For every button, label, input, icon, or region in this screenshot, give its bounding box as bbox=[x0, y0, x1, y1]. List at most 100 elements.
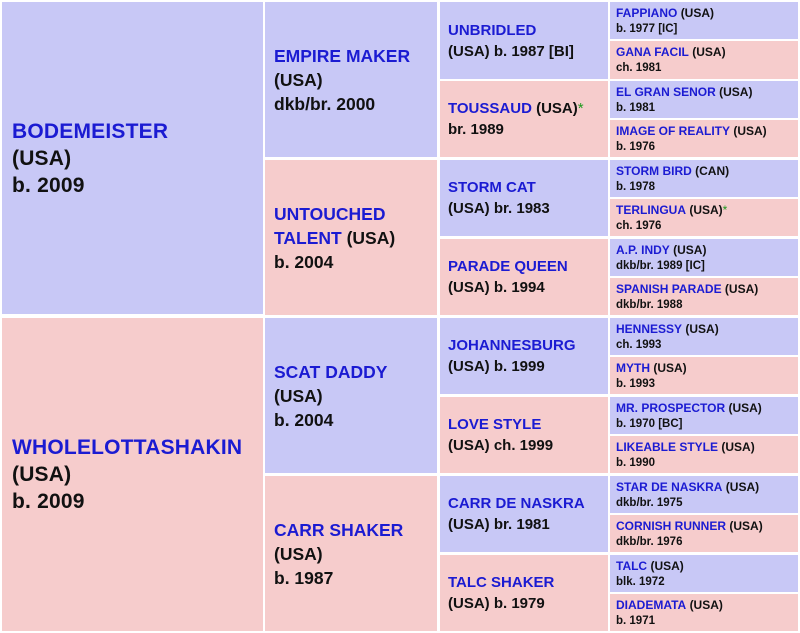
pedigree-horse-gen4[interactable]: STORM BIRD (CAN) b. 1978 bbox=[610, 160, 798, 197]
pedigree-horse-gen4[interactable]: EL GRAN SENOR (USA) b. 1981 bbox=[610, 81, 798, 118]
horse-name: TALC bbox=[616, 558, 648, 573]
horse-country: (USA) bbox=[448, 200, 490, 217]
horse-detail: b. 1987 bbox=[274, 567, 334, 588]
pedigree-horse-gen3[interactable]: STORM CAT (USA) br. 1983 bbox=[440, 160, 608, 236]
horse-name: PARADE QUEEN bbox=[448, 258, 568, 275]
horse-detail: b. 1994 bbox=[493, 279, 545, 296]
pedigree-horse-gen3[interactable]: TOUSSAUD (USA)* br. 1989 bbox=[440, 81, 608, 157]
horse-detail: ch. 1999 bbox=[493, 437, 554, 454]
pedigree-horse-gen3[interactable]: PARADE QUEEN (USA) b. 1994 bbox=[440, 239, 608, 315]
horse-detail: b. 1978 bbox=[616, 180, 655, 193]
horse-country: (USA) bbox=[719, 84, 753, 99]
horse-name: CARR SHAKER bbox=[274, 519, 404, 540]
horse-country: (USA) bbox=[448, 358, 490, 375]
pedigree-horse-gen4[interactable]: A.P. INDY (USA) dkb/br. 1989 [IC] bbox=[610, 239, 798, 276]
pedigree-horse-gen3[interactable]: LOVE STYLE (USA) ch. 1999 bbox=[440, 397, 608, 473]
horse-country: (USA) bbox=[274, 543, 323, 564]
horse-name: GANA FACIL bbox=[616, 45, 689, 59]
horse-detail: ch. 1981 bbox=[616, 62, 662, 74]
pedigree-horse-gen4[interactable]: FAPPIANO (USA) b. 1977 [IC] bbox=[610, 2, 798, 39]
horse-name: SCAT DADDY bbox=[274, 361, 388, 382]
horse-name: UNBRIDLED bbox=[448, 21, 537, 39]
pedigree-horse-gen2[interactable]: EMPIRE MAKER (USA) dkb/br. 2000 bbox=[265, 2, 437, 157]
horse-name: CARR DE NASKRA bbox=[448, 495, 585, 512]
horse-name: A.P. INDY bbox=[616, 242, 670, 257]
horse-name: MYTH bbox=[616, 360, 650, 375]
horse-name: EL GRAN SENOR bbox=[616, 84, 716, 99]
horse-country: (USA) bbox=[448, 279, 490, 296]
horse-country: (CAN) bbox=[695, 163, 730, 178]
horse-name: WHOLELOTTASHAKIN bbox=[12, 436, 243, 459]
horse-detail: b. 2004 bbox=[274, 409, 334, 430]
horse-country: (USA) bbox=[725, 479, 760, 494]
horse-country: (USA) bbox=[274, 69, 323, 90]
horse-detail: b. 1990 bbox=[616, 456, 655, 469]
horse-detail: b. 1993 bbox=[616, 377, 655, 390]
horse-country: (USA) bbox=[673, 242, 707, 257]
horse-country: (USA) bbox=[729, 518, 763, 533]
horse-detail: b. 1979 bbox=[493, 595, 545, 612]
horse-country: (USA) bbox=[448, 42, 490, 60]
horse-name: BODEMEISTER bbox=[12, 119, 169, 143]
horse-name: TERLINGUA bbox=[616, 202, 686, 217]
pedigree-horse-gen4[interactable]: MR. PROSPECTOR (USA) b. 1970 [BC] bbox=[610, 397, 798, 434]
pedigree-horse-gen4[interactable]: HENNESSY (USA) ch. 1993 bbox=[610, 318, 798, 355]
horse-detail: b. 1999 bbox=[493, 358, 545, 375]
horse-name: JOHANNESBURG bbox=[448, 337, 576, 354]
pedigree-horse-gen3[interactable]: JOHANNESBURG (USA) b. 1999 bbox=[440, 318, 608, 394]
horse-name: MR. PROSPECTOR bbox=[616, 400, 726, 415]
horse-country: (USA) bbox=[724, 281, 759, 296]
horse-name: TALC SHAKER bbox=[448, 574, 555, 591]
pedigree-horse-gen4[interactable]: LIKEABLE STYLE (USA) b. 1990 bbox=[610, 436, 798, 473]
pedigree-horse-gen4[interactable]: IMAGE OF REALITY (USA) b. 1976 bbox=[610, 120, 798, 157]
horse-name: STORM CAT bbox=[448, 179, 536, 196]
horse-country: (USA) bbox=[448, 437, 490, 454]
pedigree-horse-gen3[interactable]: TALC SHAKER (USA) b. 1979 bbox=[440, 555, 608, 631]
pedigree-horse-gen1-dam[interactable]: WHOLELOTTASHAKIN (USA) b. 2009 bbox=[2, 318, 263, 631]
pedigree-horse-gen2[interactable]: UNTOUCHED TALENT (USA) b. 2004 bbox=[265, 160, 437, 315]
horse-name: STAR DE NASKRA bbox=[616, 479, 723, 494]
pedigree-horse-gen1-sire[interactable]: BODEMEISTER (USA) b. 2009 bbox=[2, 2, 263, 314]
horse-detail: dkb/br. 1988 bbox=[616, 298, 683, 311]
horse-country: (USA) bbox=[346, 227, 396, 248]
horse-detail: dkb/br. 2000 bbox=[274, 93, 376, 114]
horse-country: (USA) bbox=[689, 597, 723, 612]
pedigree-horse-gen4[interactable]: DIADEMATA (USA) b. 1971 bbox=[610, 594, 798, 631]
horse-name: UNTOUCHED bbox=[274, 203, 386, 224]
horse-name: CORNISH RUNNER bbox=[616, 518, 727, 533]
horse-country: (USA) bbox=[680, 5, 715, 20]
horse-detail: b. 1976 bbox=[616, 140, 655, 153]
pedigree-horse-gen3[interactable]: CARR DE NASKRA (USA) br. 1981 bbox=[440, 476, 608, 552]
pedigree-horse-gen4[interactable]: STAR DE NASKRA (USA) dkb/br. 1975 bbox=[610, 476, 798, 513]
horse-country: (USA) bbox=[448, 516, 490, 533]
horse-detail: br. 1981 bbox=[493, 516, 550, 533]
horse-country: (USA) bbox=[689, 202, 723, 217]
horse-detail: dkb/br. 1976 bbox=[616, 535, 683, 548]
pedigree-horse-gen4[interactable]: GANA FACIL (USA) ch. 1981 bbox=[610, 41, 798, 79]
pedigree-horse-gen3[interactable]: UNBRIDLED (USA) b. 1987 [BI] bbox=[440, 2, 608, 79]
horse-detail: dkb/br. 1989 [IC] bbox=[616, 259, 705, 272]
horse-detail: blk. 1972 bbox=[616, 575, 665, 588]
horse-detail: br. 1989 bbox=[448, 121, 504, 138]
horse-country: (USA) bbox=[728, 400, 762, 415]
horse-country: (USA) bbox=[448, 595, 490, 612]
notable-star-mark: * bbox=[577, 100, 584, 117]
horse-detail: b. 2004 bbox=[274, 251, 334, 272]
pedigree-horse-gen4[interactable]: TALC (USA) blk. 1972 bbox=[610, 555, 798, 592]
horse-name: SPANISH PARADE bbox=[616, 281, 722, 296]
notable-star-mark: * bbox=[722, 202, 728, 217]
pedigree-horse-gen4[interactable]: CORNISH RUNNER (USA) dkb/br. 1976 bbox=[610, 515, 798, 552]
pedigree-horse-gen4[interactable]: TERLINGUA (USA)* ch. 1976 bbox=[610, 199, 798, 236]
pedigree-horse-gen4[interactable]: SPANISH PARADE (USA) dkb/br. 1988 bbox=[610, 278, 798, 315]
pedigree-horse-gen2[interactable]: CARR SHAKER (USA) b. 1987 bbox=[265, 476, 437, 631]
horse-detail: b. 1977 [IC] bbox=[616, 22, 678, 35]
pedigree-horse-gen2[interactable]: SCAT DADDY (USA) b. 2004 bbox=[265, 318, 437, 473]
horse-detail: b. 2009 bbox=[12, 490, 85, 513]
horse-name: STORM BIRD bbox=[616, 163, 692, 178]
pedigree-horse-gen4[interactable]: MYTH (USA) b. 1993 bbox=[610, 357, 798, 394]
horse-name: EMPIRE MAKER bbox=[274, 45, 411, 66]
horse-country: (USA) bbox=[274, 385, 323, 406]
horse-country: (USA) bbox=[536, 100, 578, 117]
horse-country: (USA) bbox=[685, 321, 719, 336]
horse-country: (USA) bbox=[692, 45, 726, 59]
